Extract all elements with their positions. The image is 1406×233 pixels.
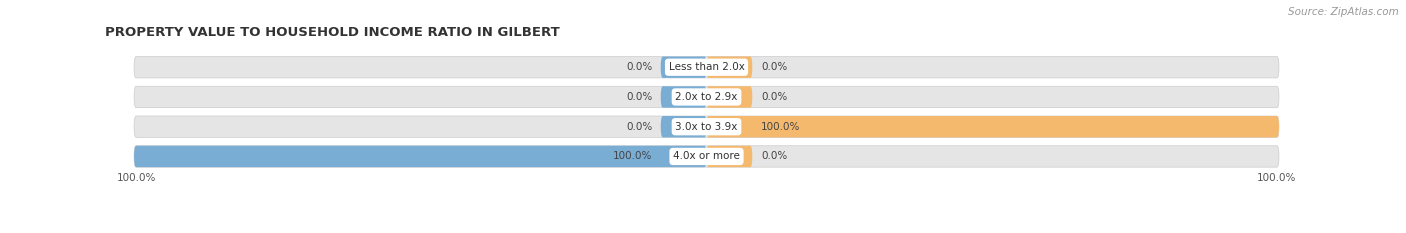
FancyBboxPatch shape: [134, 57, 1279, 78]
Text: 0.0%: 0.0%: [626, 92, 652, 102]
Text: PROPERTY VALUE TO HOUSEHOLD INCOME RATIO IN GILBERT: PROPERTY VALUE TO HOUSEHOLD INCOME RATIO…: [105, 26, 560, 39]
Text: 100.0%: 100.0%: [761, 122, 800, 132]
Text: 3.0x to 3.9x: 3.0x to 3.9x: [675, 122, 738, 132]
FancyBboxPatch shape: [661, 57, 707, 78]
FancyBboxPatch shape: [661, 86, 707, 108]
FancyBboxPatch shape: [707, 116, 1279, 137]
Text: 100.0%: 100.0%: [613, 151, 652, 161]
Text: Less than 2.0x: Less than 2.0x: [669, 62, 744, 72]
Text: 0.0%: 0.0%: [626, 122, 652, 132]
FancyBboxPatch shape: [707, 57, 752, 78]
Text: 0.0%: 0.0%: [761, 92, 787, 102]
FancyBboxPatch shape: [134, 146, 1279, 167]
Text: 0.0%: 0.0%: [761, 151, 787, 161]
Legend: Without Mortgage, With Mortgage: Without Mortgage, With Mortgage: [588, 230, 825, 233]
FancyBboxPatch shape: [707, 86, 752, 108]
FancyBboxPatch shape: [707, 146, 752, 167]
FancyBboxPatch shape: [134, 146, 707, 167]
Text: 100.0%: 100.0%: [1257, 173, 1296, 183]
FancyBboxPatch shape: [661, 116, 707, 137]
Text: 4.0x or more: 4.0x or more: [673, 151, 740, 161]
Text: Source: ZipAtlas.com: Source: ZipAtlas.com: [1288, 7, 1399, 17]
Text: 0.0%: 0.0%: [626, 62, 652, 72]
Text: 0.0%: 0.0%: [761, 62, 787, 72]
Text: 2.0x to 2.9x: 2.0x to 2.9x: [675, 92, 738, 102]
FancyBboxPatch shape: [134, 86, 1279, 108]
Text: 100.0%: 100.0%: [117, 173, 156, 183]
FancyBboxPatch shape: [134, 116, 1279, 137]
